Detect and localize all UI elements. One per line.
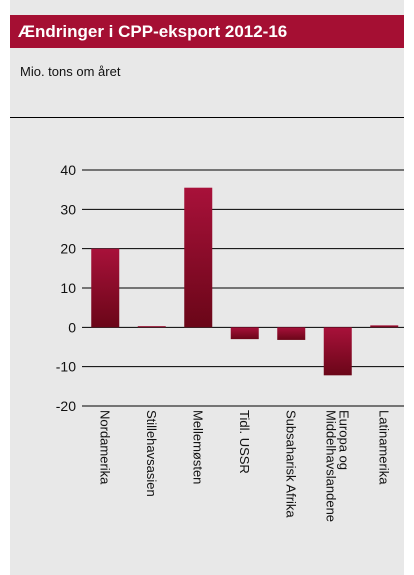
x-tick-label: Nordamerika [97, 410, 112, 485]
x-tick-label-line: Europa og [336, 410, 351, 470]
x-tick-label: Latinamerika [376, 410, 391, 485]
chart-subtitle: Mio. tons om året [20, 64, 121, 79]
x-tick-label-line: Stillehavsasien [144, 410, 159, 497]
y-tick-label: -20 [56, 398, 76, 414]
y-tick-label: 10 [60, 280, 76, 296]
bar-0 [91, 248, 120, 328]
x-tick-label-line: Subsaharisk Afrika [283, 410, 298, 518]
y-tick-label: -10 [56, 359, 76, 375]
bar-2 [184, 187, 213, 328]
bar-3 [230, 327, 259, 340]
gridlines [82, 169, 404, 407]
bar-5 [323, 327, 352, 376]
bar-1 [137, 326, 166, 328]
bar-chart: -20 -10 0 10 20 30 40 Nordamerika Stillehavsasi… [56, 162, 404, 522]
header-divider [10, 117, 404, 118]
y-tick-label: 20 [60, 241, 76, 257]
bars [91, 187, 399, 376]
x-tick-label: Stillehavsasien [144, 410, 159, 497]
x-tick-label-line: Latinamerika [376, 410, 391, 485]
x-tick-label-line: Mellemøsten [190, 410, 205, 484]
y-tick-label: 40 [60, 162, 76, 178]
x-tick-label-line: Middelhavslandene [323, 410, 338, 522]
x-tick-label: Europa ogMiddelhavslandene [323, 410, 351, 522]
x-tick-label-line: Tidl. USSR [237, 410, 252, 474]
x-tick-labels: Nordamerika Stillehavsasien Mellemøsten Tid… [97, 410, 391, 522]
y-tick-label: 30 [60, 201, 76, 217]
chart-panel: Ændringer i CPP-eksport 2012-16 Mio. ton… [10, 0, 404, 575]
x-tick-label: Subsaharisk Afrika [283, 410, 298, 518]
x-tick-label: Tidl. USSR [237, 410, 252, 474]
chart-title: Ændringer i CPP-eksport 2012-16 [10, 15, 404, 48]
bar-4 [277, 327, 306, 340]
y-tick-label: 0 [68, 319, 76, 335]
bar-6 [370, 325, 399, 328]
x-tick-label: Mellemøsten [190, 410, 205, 484]
x-tick-label-line: Nordamerika [97, 410, 112, 485]
y-tick-labels: -20 -10 0 10 20 30 40 [56, 162, 76, 414]
